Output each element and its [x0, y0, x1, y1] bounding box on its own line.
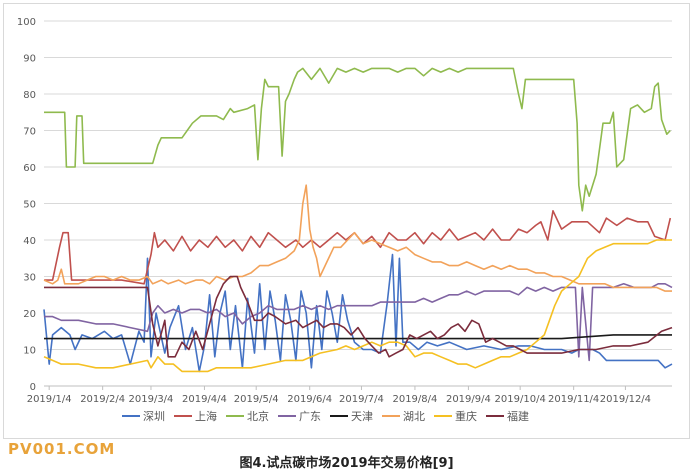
- y-tick-label: 100: [17, 17, 36, 28]
- y-tick-label: 50: [23, 200, 36, 211]
- chart-frame: 0 10 20 30 40 50 60 70 80 90 100 2019/1/4 2019/2/4 2…: [3, 3, 690, 439]
- x-tick-label: 2019/7/4: [339, 394, 384, 405]
- y-tick-label: 30: [23, 273, 36, 284]
- legend: 深圳 上海 北京 广东 天津 湖北 重庆 福建: [122, 409, 529, 423]
- x-tick-label: 2019/2/4: [80, 394, 125, 405]
- legend-label: 天津: [351, 410, 373, 423]
- y-tick-label: 20: [23, 309, 36, 320]
- series-line-6: [43, 239, 672, 373]
- figure-caption: 图4.试点碳市场2019年交易价格[9]: [239, 456, 454, 471]
- x-tick-label: 2019/5/4: [234, 394, 279, 405]
- y-tick-label: 80: [23, 90, 36, 101]
- x-axis-tick-labels: 2019/1/4 2019/2/4 2019/3/4 2019/4/4 2019/5/4…: [27, 386, 651, 405]
- x-tick-label: 2019/1/4: [27, 394, 72, 405]
- legend-label: 湖北: [403, 410, 425, 423]
- x-tick-label: 2019/6/4: [287, 394, 332, 405]
- legend-label: 重庆: [455, 409, 477, 423]
- legend-label: 福建: [507, 409, 529, 423]
- y-tick-label: 60: [23, 163, 36, 174]
- y-tick-label: 90: [23, 54, 36, 65]
- series-lines: [43, 67, 673, 373]
- x-tick-label: 2019/10/4: [495, 394, 546, 405]
- x-tick-label: 2019/3/4: [129, 394, 174, 405]
- series-line-1: [44, 210, 672, 285]
- y-tick-label: 10: [23, 346, 36, 357]
- y-tick-label: 40: [23, 236, 36, 247]
- series-line-2: [44, 67, 671, 212]
- y-tick-label: 70: [23, 127, 36, 138]
- legend-label: 深圳: [143, 410, 165, 423]
- series-line-5: [43, 184, 672, 292]
- x-tick-label: 2019/11/4: [548, 394, 599, 405]
- legend-label: 北京: [247, 409, 269, 423]
- x-tick-label: 2019/8/4: [392, 394, 437, 405]
- y-axis-tick-labels: 0 10 20 30 40 50 60 70 80 90 100: [17, 17, 36, 393]
- y-tick-label: 0: [30, 382, 36, 393]
- x-tick-label: 2019/4/4: [182, 394, 227, 405]
- series-line-7: [44, 275, 673, 358]
- legend-label: 上海: [195, 409, 217, 423]
- legend-label: 广东: [299, 410, 321, 423]
- x-tick-label: 2019/12/4: [600, 394, 651, 405]
- series-line-3: [44, 282, 673, 362]
- x-tick-label: 2019/9/4: [446, 394, 491, 405]
- watermark-logo: PV001.COM: [8, 440, 116, 458]
